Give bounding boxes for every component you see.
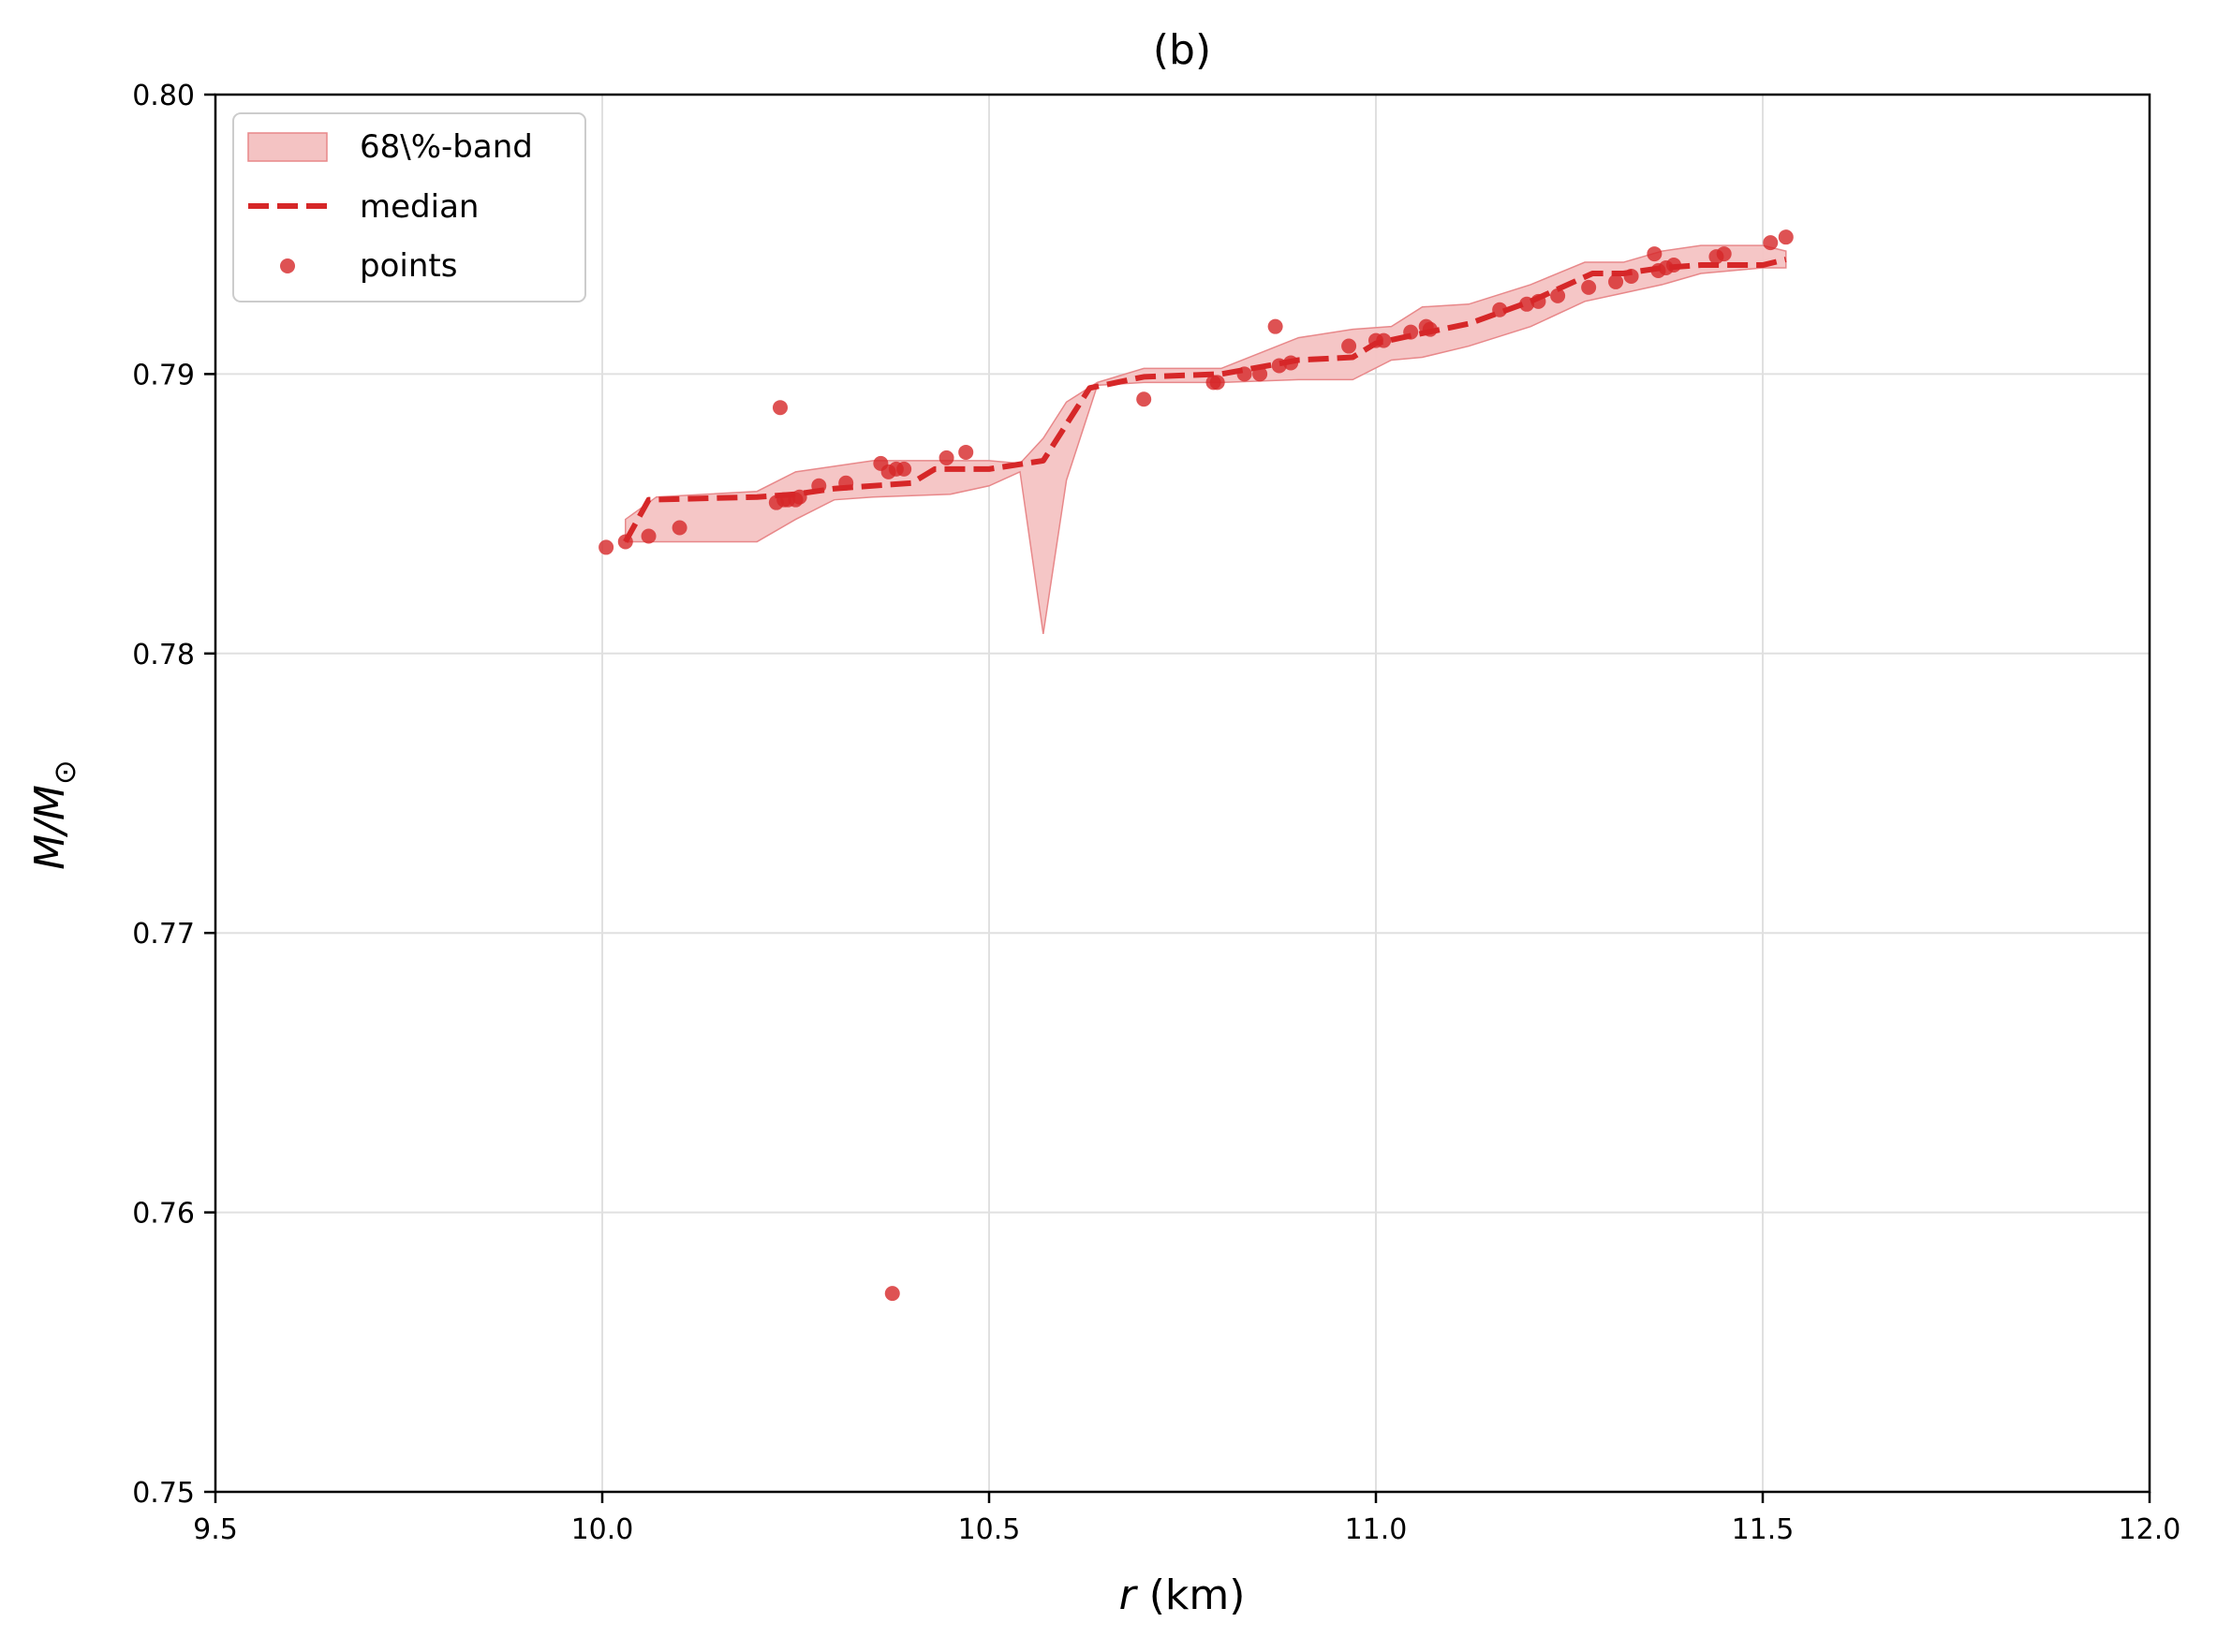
data-point xyxy=(772,400,788,416)
data-point xyxy=(1778,229,1794,245)
data-point xyxy=(1550,288,1566,303)
y-axis-label-sub: ⊙ xyxy=(47,760,82,785)
data-point xyxy=(1581,279,1597,295)
x-tick-label: 12.0 xyxy=(2119,1513,2181,1546)
y-axis-ticks: 0.75 0.76 0.77 0.78 0.79 0.80 xyxy=(132,80,215,1510)
data-point xyxy=(1209,375,1225,391)
y-tick-label: 0.80 xyxy=(132,80,195,112)
data-point xyxy=(838,475,854,491)
x-tick-label: 11.0 xyxy=(1345,1513,1408,1546)
data-point xyxy=(1403,324,1419,340)
data-point xyxy=(1530,293,1546,309)
data-point xyxy=(1519,296,1535,312)
band-area xyxy=(625,244,1787,635)
data-point xyxy=(1341,338,1357,354)
y-tick-label: 0.77 xyxy=(132,918,195,951)
data-point xyxy=(896,461,912,477)
data-point xyxy=(1763,235,1779,251)
band-layer xyxy=(625,244,1787,635)
y-axis-label-var: M/M xyxy=(26,785,74,870)
data-point xyxy=(1136,391,1152,407)
data-point xyxy=(1666,258,1682,273)
y-tick-label: 0.75 xyxy=(132,1477,195,1510)
y-tick-label: 0.76 xyxy=(132,1198,195,1231)
x-axis-ticks: 9.5 10.0 10.5 11.0 11.5 12.0 xyxy=(193,1492,2180,1546)
x-tick-label: 10.5 xyxy=(958,1513,1021,1546)
data-point xyxy=(1422,321,1438,337)
data-point xyxy=(1647,246,1663,262)
data-point xyxy=(617,534,633,550)
data-point xyxy=(939,450,954,465)
x-tick-label: 9.5 xyxy=(193,1513,238,1546)
data-point xyxy=(1623,268,1639,284)
x-axis-label-unit: (km) xyxy=(1136,1571,1246,1619)
data-point xyxy=(1236,366,1252,382)
data-point xyxy=(1492,302,1508,317)
legend-median-label: median xyxy=(360,188,479,226)
x-tick-label: 11.5 xyxy=(1732,1513,1795,1546)
legend-band-label: 68\%-band xyxy=(360,128,533,166)
data-point xyxy=(1608,273,1624,289)
data-point xyxy=(599,539,614,555)
points-layer xyxy=(599,229,1794,1302)
y-tick-label: 0.78 xyxy=(132,639,195,671)
data-point xyxy=(1716,246,1732,262)
data-point xyxy=(958,444,974,460)
legend-points-swatch xyxy=(280,258,295,273)
chart-title: (b) xyxy=(1153,26,1211,74)
data-point xyxy=(791,489,807,505)
data-point xyxy=(672,520,687,536)
data-point xyxy=(1267,318,1283,334)
data-point xyxy=(1252,366,1268,382)
data-point xyxy=(1283,355,1299,371)
data-point xyxy=(641,528,657,544)
x-axis-label: r (km) xyxy=(1119,1571,1246,1619)
data-point xyxy=(1271,358,1287,374)
plot-frame xyxy=(214,93,2151,1494)
legend-points-label: points xyxy=(360,247,457,285)
y-axis-label: M/M⊙ xyxy=(26,760,82,870)
y-tick-label: 0.79 xyxy=(132,359,195,391)
legend: 68\%-band median points xyxy=(232,112,586,302)
data-point xyxy=(884,1286,900,1302)
legend-band-swatch xyxy=(247,132,328,162)
x-tick-label: 10.0 xyxy=(571,1513,634,1546)
data-point xyxy=(1376,332,1392,348)
x-axis-label-var: r xyxy=(1119,1571,1139,1619)
data-point xyxy=(811,478,827,494)
